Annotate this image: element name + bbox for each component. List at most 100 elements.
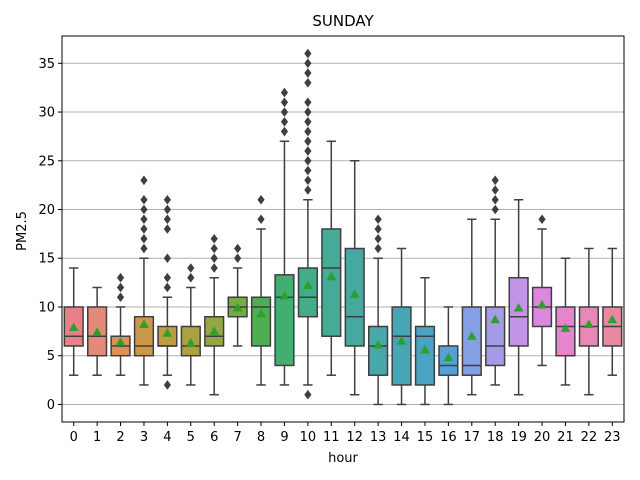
y-tick-label: 25 [38, 154, 55, 169]
outlier-point [116, 292, 125, 303]
box-group [414, 276, 436, 406]
outlier-point [374, 214, 382, 225]
box-group [63, 267, 84, 376]
outlier-point [280, 126, 289, 137]
box-group [508, 199, 529, 396]
y-tick-label: 0 [47, 398, 55, 413]
chart-title: SUNDAY [312, 12, 374, 30]
outlier-point [280, 87, 289, 98]
outlier-point [210, 263, 218, 273]
box-iqr [485, 306, 506, 367]
y-tick-label: 35 [38, 57, 55, 72]
outlier-point [304, 175, 312, 186]
box-group [133, 175, 155, 386]
box-group [180, 263, 201, 386]
outlier-point [304, 77, 312, 88]
outlier-point [116, 272, 125, 283]
outlier-point [140, 243, 148, 254]
outlier-point [491, 175, 499, 186]
x-tick-label: 2 [116, 430, 124, 445]
mean-marker [185, 338, 196, 347]
mean-marker [396, 336, 407, 345]
y-tick-label: 10 [38, 300, 55, 315]
box-group [157, 194, 178, 390]
x-tick-label: 22 [581, 430, 598, 445]
box-iqr [321, 228, 342, 337]
x-tick-label: 3 [140, 430, 148, 445]
box-iqr [461, 306, 482, 376]
outlier-point [304, 155, 312, 166]
box-group [555, 257, 576, 386]
mean-marker [303, 280, 313, 290]
mean-marker [466, 331, 477, 340]
mean-marker [443, 352, 454, 362]
outlier-point [140, 233, 148, 244]
box-group [578, 247, 599, 396]
outlier-point [280, 107, 289, 117]
outlier-point [304, 185, 312, 195]
y-axis-label: PM2.5 [15, 211, 30, 251]
box-iqr [414, 325, 436, 386]
mean-marker [373, 339, 383, 349]
outlier-point [491, 194, 499, 205]
y-tick-label: 30 [38, 106, 55, 121]
x-tick-label: 12 [346, 430, 363, 445]
outlier-point [304, 116, 312, 127]
x-tick-label: 21 [557, 430, 574, 445]
outlier-point [163, 214, 171, 225]
box-group [438, 306, 459, 406]
outlier-point [163, 272, 171, 283]
outlier-point [304, 68, 312, 78]
x-tick-label: 4 [163, 430, 171, 445]
outlier-point [304, 107, 312, 117]
outlier-point [163, 282, 171, 293]
outlier-point [163, 194, 171, 205]
mean-marker [607, 314, 618, 324]
x-tick-label: 20 [534, 430, 551, 445]
mean-marker [209, 326, 220, 335]
outlier-point [374, 233, 382, 244]
y-tick-label: 15 [38, 252, 55, 267]
outlier-point [116, 282, 125, 293]
outlier-point [538, 214, 546, 225]
outlier-point [163, 204, 171, 215]
box-iqr [274, 274, 295, 367]
y-axis: 0 5 10 15 20 25 30 35 [38, 57, 62, 413]
box-group [602, 247, 623, 376]
outlier-point [234, 243, 242, 254]
outlier-point [140, 214, 148, 225]
mean-marker [279, 291, 290, 300]
outlier-point [304, 58, 312, 69]
outlier-point [163, 380, 171, 390]
box-iqr [250, 296, 272, 347]
outlier-point [304, 146, 312, 156]
mean-marker [162, 328, 173, 337]
x-tick-label: 23 [604, 430, 621, 445]
x-tick-label: 9 [280, 430, 288, 445]
grid-lines [62, 62, 624, 405]
box-iqr [508, 276, 529, 347]
box-group [368, 214, 389, 406]
x-tick-label: 13 [370, 430, 387, 445]
y-tick-label: 20 [38, 203, 55, 218]
box-group [297, 48, 318, 400]
outlier-point [491, 204, 499, 215]
mean-marker [513, 302, 524, 312]
y-tick-label: 5 [47, 349, 55, 364]
outlier-point [210, 243, 218, 254]
mean-marker [560, 323, 571, 332]
outlier-point [304, 136, 312, 147]
x-axis: 0 1 2 3 4 5 6 7 8 9 10 11 12 13 14 15 16 17 18 19 20 21 22 23 [70, 422, 621, 445]
x-tick-label: 6 [210, 430, 218, 445]
box-iqr [368, 325, 389, 376]
box-group [274, 87, 295, 386]
x-tick-label: 7 [233, 430, 241, 445]
mean-marker [537, 300, 547, 309]
box-group [391, 247, 412, 406]
x-tick-label: 15 [417, 430, 434, 445]
mean-marker [256, 308, 266, 318]
outlier-point [140, 175, 148, 186]
outlier-point [140, 204, 148, 215]
box-group [204, 233, 225, 396]
